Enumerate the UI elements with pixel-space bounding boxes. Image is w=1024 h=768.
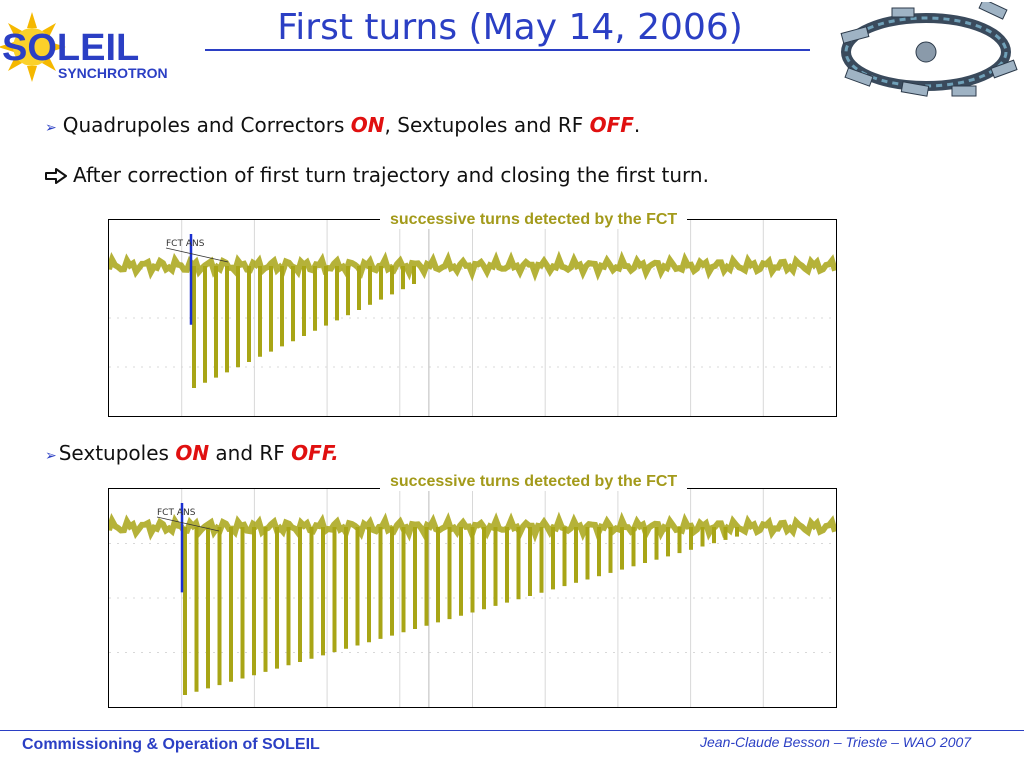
bullet-arrow-icon: ➢ [45,448,57,464]
soleil-logo: SOLEIL SYNCHROTRON [0,12,168,82]
title-underline [205,49,810,51]
bullet-arrow-icon: ➢ [45,120,57,136]
bullet-text: and RF [209,441,292,465]
trace-label: FCT ANS [157,508,196,518]
label-leader [156,516,220,532]
bullet-text: , Sextupoles and RF [384,113,590,137]
bullet-sextupoles: ➢ Sextupoles ON and RF OFF. [45,441,339,465]
status-off: OFF. [291,441,339,465]
footer-author: Jean-Claude Besson – Trieste – WAO 2007 [700,734,972,750]
oscilloscope-trace-1: FCT ANS [109,220,836,416]
baseline-noise [109,250,836,282]
footer-divider [0,730,1024,731]
label-leader [165,247,229,263]
bullet-quadrupoles: ➢ Quadrupoles and Correctors ON, Sextupol… [45,113,640,137]
hollow-arrow-icon [45,165,67,189]
status-on: ON [175,441,210,465]
footer-title: Commissioning & Operation of SOLEIL [22,736,320,753]
logo-wordmark: SOLEIL [2,27,139,69]
status-off: OFF [589,113,634,137]
oscilloscope-trace-2: FCT ANS [109,489,836,707]
status-on: ON [350,113,385,137]
synchrotron-ring-illustration [840,2,1018,97]
oscilloscope-plot-2: FCT ANS [108,488,837,708]
bullet-text: Sextupoles [58,441,176,465]
logo-subtext: SYNCHROTRON [58,65,168,81]
trace-label: FCT ANS [166,239,205,249]
plot-caption-1: successive turns detected by the FCT [380,211,688,229]
bullet-text: . [633,113,641,137]
bullet-after-correction: After correction of first turn trajector… [45,163,709,189]
page-title: First turns (May 14, 2006) [277,7,743,48]
bullet-text: After correction of first turn trajector… [73,163,709,187]
plot-caption-2: successive turns detected by the FCT [380,473,688,491]
bullet-text: Quadrupoles and Correctors [62,113,351,137]
oscilloscope-plot-1: FCT ANS [108,219,837,417]
